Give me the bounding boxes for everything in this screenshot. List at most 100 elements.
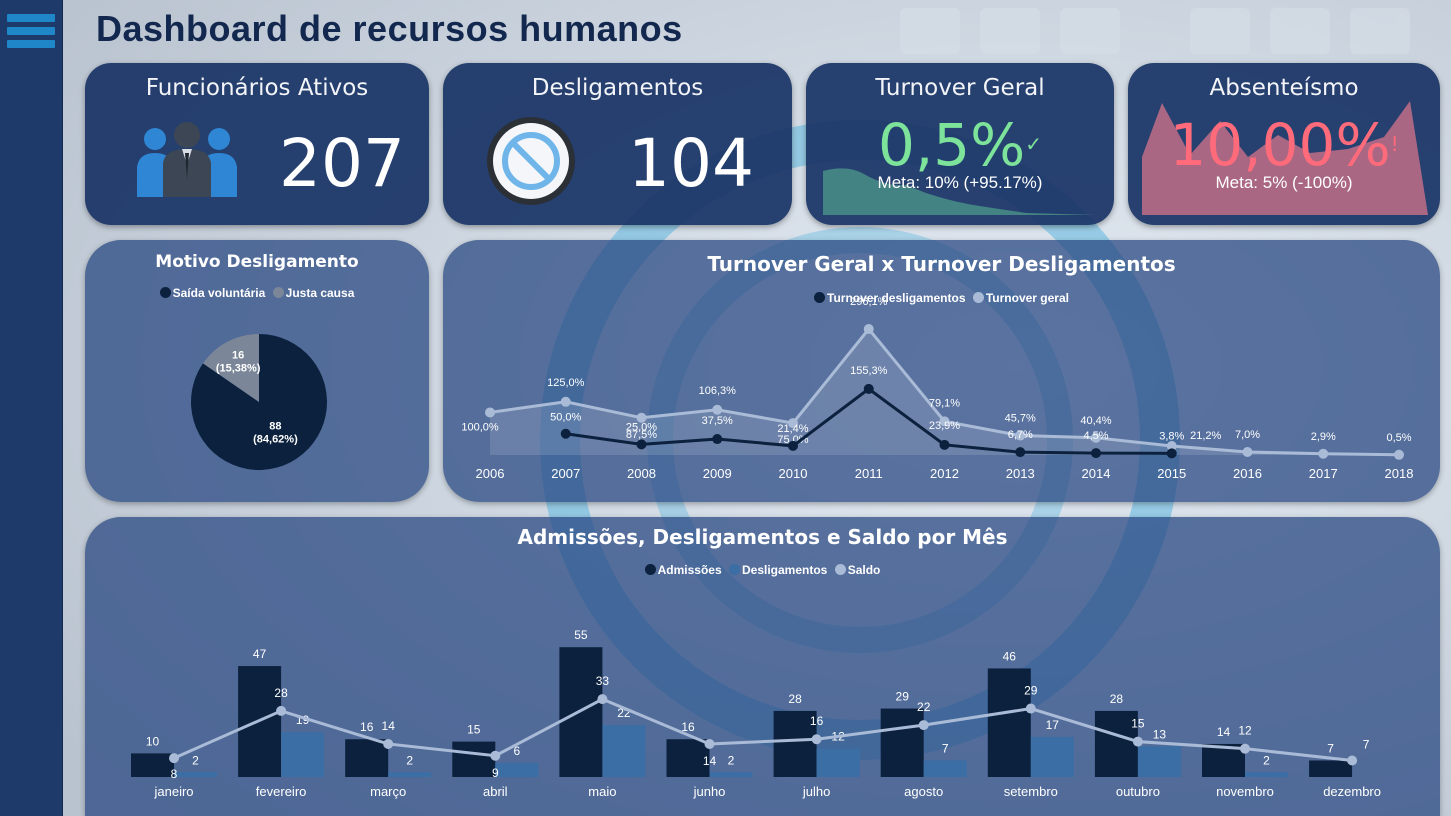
x-tick-label: novembro (1216, 784, 1274, 799)
turnover-geral-point (1015, 430, 1026, 441)
admissoes-bar (131, 753, 174, 777)
legend-item: Justa causa (272, 286, 354, 300)
desligamentos-bar (388, 772, 432, 777)
combo-title: Admissões, Desligamentos e Saldo por Mês (517, 525, 1008, 549)
admissoes-bar (345, 739, 389, 777)
admissoes-bar (880, 708, 924, 777)
line-title: Turnover Geral x Turnover Desligamentos (707, 252, 1176, 276)
turnover-geral-data-label: 45,7% (1005, 413, 1036, 425)
x-tick-label: maio (588, 784, 616, 799)
combo-panel: Admissões, Desligamentos e Saldo por Mês… (85, 517, 1440, 816)
saldo-data-label: 33 (596, 674, 610, 688)
turnover-geral-data-label: 125,0% (547, 377, 585, 389)
x-tick-label: agosto (904, 784, 943, 799)
line-chart: 2006 2007 2008 2009 2010 2011 2012 2013 2014 2015… (461, 296, 1414, 481)
x-tick-label: 2009 (703, 466, 732, 481)
turnover-geral-data-label: 87,5% (626, 429, 657, 441)
desligamentos-bar (709, 772, 753, 777)
kpi-card-dismissals: Desligamentos 104 (443, 63, 792, 225)
hamburger-menu-icon[interactable] (7, 14, 55, 58)
turnover-desligamentos-point (1091, 448, 1101, 459)
desligamentos-bar (281, 732, 325, 777)
turnover-geral-point (485, 407, 495, 418)
saldo-point (1132, 736, 1143, 747)
combo-legend: Admissões Desligamentos Saldo (85, 563, 1440, 577)
turnover-geral-data-label: 21,2% (1190, 430, 1221, 442)
turnover-desligamentos-point (1166, 448, 1177, 459)
legend-item: Saída voluntária (159, 286, 265, 300)
turnover-geral-data-label: 2,9% (1311, 431, 1336, 443)
desligamentos-data-label: 7 (942, 741, 949, 755)
admissoes-bar (1309, 760, 1353, 777)
turnover-desligamentos-data-label: 3,8% (1159, 430, 1184, 442)
x-tick-label: 2010 (779, 466, 808, 481)
x-tick-label: dezembro (1323, 784, 1381, 799)
pie-data-label: (15,38%) (216, 362, 261, 374)
saldo-data-label: 8 (171, 767, 178, 781)
admissoes-data-label: 47 (253, 647, 267, 661)
turnover-geral-point (939, 416, 950, 427)
absenteeism-area-sparkline (1142, 101, 1428, 215)
x-tick-label: 2018 (1385, 466, 1414, 481)
turnover-desligamentos-point (712, 434, 723, 445)
x-tick-label: fevereiro (256, 784, 307, 799)
desligamentos-data-label: 17 (1046, 718, 1060, 732)
kpi-value: 10,00%! (1169, 111, 1399, 179)
kpi-title: Funcionários Ativos (145, 75, 369, 101)
turnover-geral-data-label: 0,5% (1386, 432, 1411, 444)
turnover-desligamentos-point (1015, 447, 1026, 458)
turnover-geral-point (1166, 440, 1177, 451)
turnover-desligamentos-data-label: 37,5% (702, 415, 733, 427)
saldo-data-label: 29 (1024, 684, 1038, 698)
saldo-point (1347, 755, 1358, 766)
turnover-geral-data-label: 75,0% (777, 434, 808, 446)
saldo-data-label: 16 (810, 714, 824, 728)
turnover-geral-point (712, 404, 723, 415)
turnover-geral-data-label: 79,1% (929, 397, 960, 409)
x-tick-label: outubro (1116, 784, 1160, 799)
turnover-desligamentos-data-label: 21,4% (777, 423, 808, 435)
saldo-point (597, 694, 608, 705)
turnover-geral-point (1394, 449, 1404, 460)
turnover-desligamentos-point (939, 439, 950, 450)
turnover-desligamentos-data-label: 4,5% (1083, 430, 1108, 442)
kpi-value: 104 (628, 125, 754, 202)
turnover-desligamentos-point (788, 440, 798, 451)
legend-dot (644, 564, 656, 575)
x-tick-label: março (370, 784, 406, 799)
desligamentos-data-label: 2 (1263, 753, 1270, 767)
saldo-data-label: 14 (703, 754, 717, 768)
desligamentos-data-label: 2 (728, 753, 735, 767)
alert-icon: ! (1390, 132, 1399, 156)
kpi-goal: Meta: 10% (+95.17%) (877, 173, 1043, 192)
legend-dot (814, 292, 826, 303)
turnover-desligamentos-point (863, 383, 874, 394)
legend-dot (159, 287, 171, 298)
saldo-data-label: 15 (1131, 717, 1145, 731)
x-tick-label: janeiro (153, 784, 193, 799)
x-tick-label: 2016 (1233, 466, 1262, 481)
admissoes-data-label: 15 (467, 723, 481, 737)
turnover-geral-point (788, 418, 798, 429)
saldo-data-label: 22 (917, 700, 931, 714)
turnover-geral-point (1318, 448, 1329, 459)
combo-chart: 102janeiro4719fevereiro162março156abril5… (131, 628, 1381, 799)
admissoes-bar (773, 710, 817, 777)
x-tick-label: 2006 (476, 466, 505, 481)
admissoes-data-label: 14 (1217, 725, 1231, 739)
kpi-card-active-employees: Funcionários Ativos 207 (85, 63, 429, 225)
kpi-value: 207 (279, 125, 405, 202)
saldo-point (704, 738, 715, 749)
admissoes-data-label: 16 (360, 720, 374, 734)
saldo-data-label: 28 (274, 686, 288, 700)
turnover-desligamentos-data-label: 23,9% (929, 420, 960, 432)
admissoes-data-label: 46 (1003, 649, 1017, 663)
x-tick-label: 2011 (855, 466, 883, 481)
turnover-geral-area (490, 329, 1399, 455)
kpi-card-absenteeism: Absenteísmo 10,00%! Meta: 5% (-100%) (1128, 63, 1440, 225)
admissoes-bar (987, 668, 1031, 777)
admissoes-bar (1094, 710, 1138, 777)
turnover-geral-data-label: 296,1% (850, 296, 888, 308)
pie-panel: Motivo Desligamento Saída voluntária Jus… (85, 240, 429, 502)
turnover-geral-data-label: 106,3% (699, 385, 737, 397)
